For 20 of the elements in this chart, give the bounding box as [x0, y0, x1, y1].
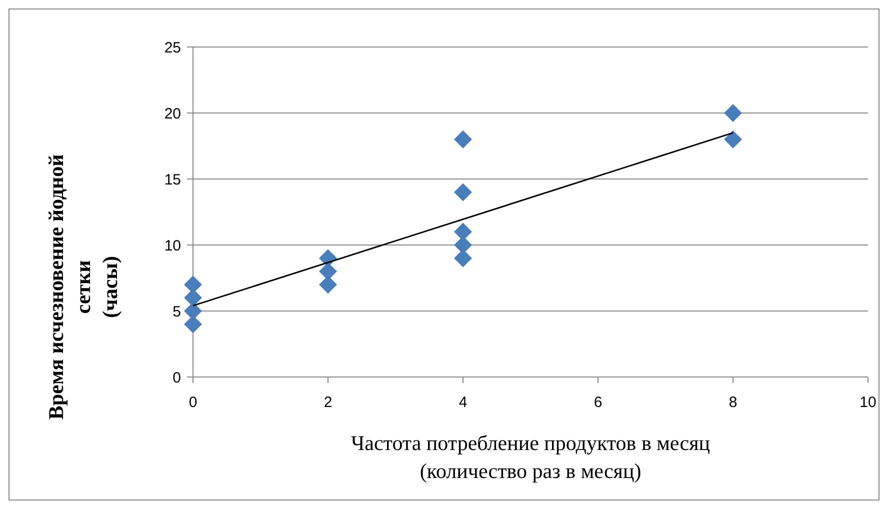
point: [724, 130, 742, 148]
y-tick-label: 25: [164, 39, 181, 56]
y-tick-label: 5: [172, 303, 181, 320]
y-tick-label: 20: [164, 105, 181, 122]
y-tick-label: 0: [172, 369, 181, 386]
y-axis-title: Время исчезновение йодной сетки (часы): [44, 154, 122, 420]
point: [454, 130, 472, 148]
x-axis-title: Частота потребление продуктов в месяц (количество раз в месяц): [351, 431, 710, 483]
y-tick-label: 15: [164, 171, 181, 188]
x-tick-label: 4: [458, 394, 468, 411]
point: [724, 104, 742, 122]
x-tick-label: 2: [324, 394, 332, 411]
x-tick-label: 0: [188, 394, 198, 411]
point: [454, 236, 472, 254]
y-tick-label: 10: [164, 237, 181, 254]
point: [184, 302, 202, 320]
x-tick-label: 8: [728, 394, 738, 411]
x-tick-label: 10: [860, 394, 876, 411]
point: [454, 183, 472, 202]
x-tick-label: 6: [594, 394, 602, 411]
